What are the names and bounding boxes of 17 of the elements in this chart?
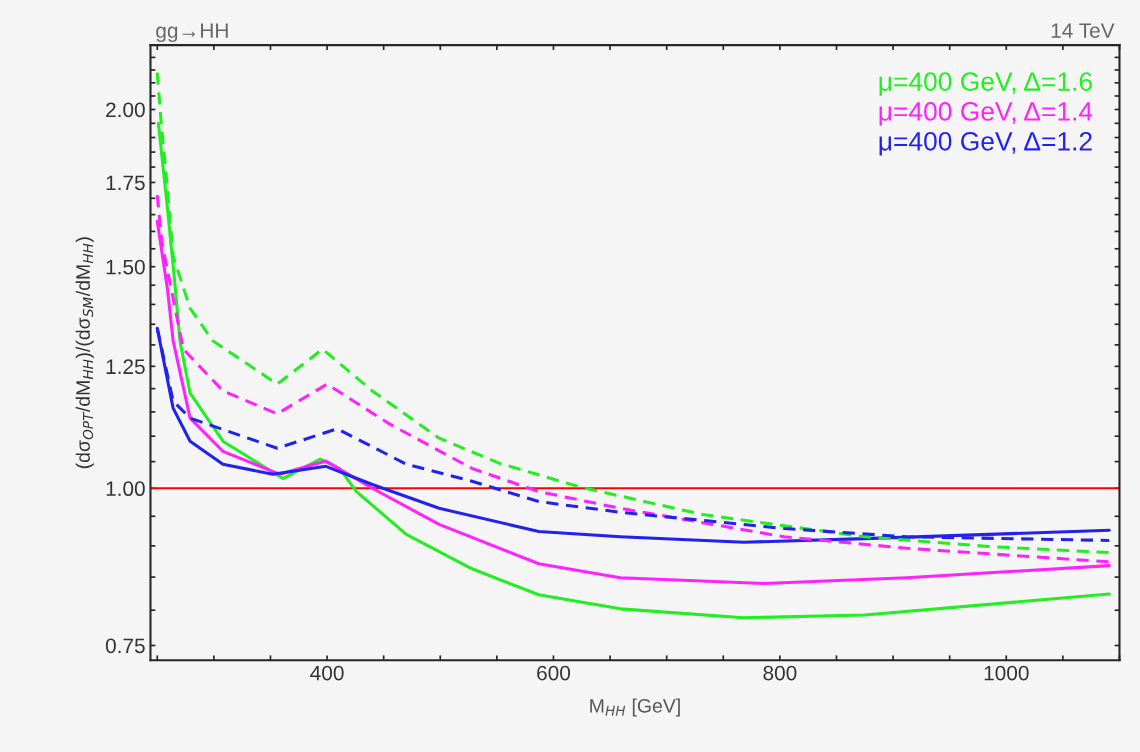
x-tick-label: 1000 [984, 665, 1029, 681]
y-tick-label: 1.50 [106, 259, 145, 275]
x-tick-label: 800 [763, 665, 797, 681]
x-tick-label: 400 [310, 665, 344, 681]
text: μ=400 GeV, Δ=1.4 [879, 102, 1093, 126]
y-tick-label: 0.75 [105, 638, 145, 654]
text: gg→HH [156, 23, 228, 43]
text: μ=400 GeV, Δ=1.6 [879, 72, 1092, 96]
text: μ=400 GeV, Δ=1.2 [879, 131, 1092, 156]
x-axis-title: M$_{HH}$ [GeV] [590, 698, 680, 717]
text: 14 TeV [1051, 23, 1115, 38]
text: (dσ$_{OPT}$/dM$_{HH}$)/(dσ$_{SM}$/dM$_{HH}$) [75, 237, 94, 469]
y-tick-label: 1.25 [106, 359, 145, 375]
y-tick-label: 1.00 [106, 481, 145, 497]
y-tick-label: 2.00 [106, 102, 145, 118]
y-tick-label: 1.75 [106, 175, 145, 191]
x-tick-label: 600 [537, 665, 571, 681]
